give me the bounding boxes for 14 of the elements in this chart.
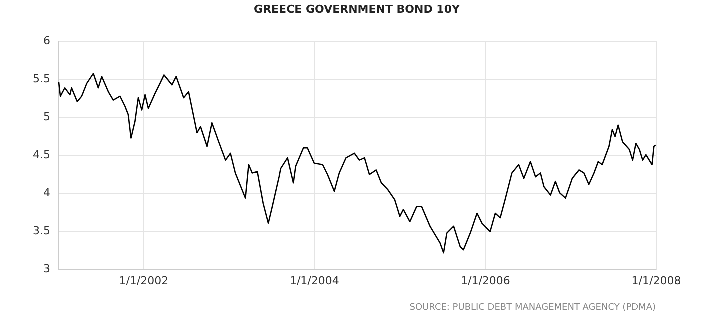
y-tick-label: 4.5 (33, 148, 50, 162)
x-tick-label: 1/1/2004 (290, 274, 340, 288)
y-tick-label: 3.5 (33, 224, 50, 238)
line-series (58, 73, 656, 254)
x-tick-label: 1/1/2002 (119, 274, 169, 288)
y-tick-label: 3 (44, 262, 50, 276)
source-note: SOURCE: PUBLIC DEBT MANAGEMENT AGENCY (PDMA) (410, 303, 656, 313)
y-tick-label: 6 (44, 34, 50, 48)
x-tick-label: 1/1/2008 (632, 274, 682, 288)
y-tick-label: 4 (44, 186, 50, 200)
y-tick-label: 5.5 (33, 72, 50, 86)
y-tick-label: 5 (44, 110, 50, 124)
x-tick-label: 1/1/2006 (461, 274, 510, 288)
chart-title: GREECE GOVERNMENT BOND 10Y (254, 3, 461, 16)
